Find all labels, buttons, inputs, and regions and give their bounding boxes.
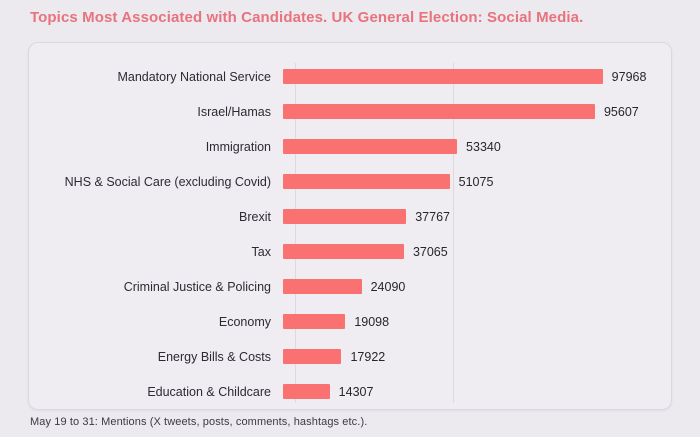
chart-row: Education & Childcare 14307 [43,384,655,399]
bar-track: 37065 [283,244,655,259]
bar-track: 14307 [283,384,655,399]
category-label: Education & Childcare [147,384,271,399]
category-label: Economy [218,314,271,329]
chart-row: Israel/Hamas 95607 [43,104,655,119]
category-label: Immigration [205,139,271,154]
value-label: 37767 [415,209,450,224]
bar-track: 95607 [283,104,655,119]
category-label: NHS & Social Care (excluding Covid) [64,174,271,189]
value-label: 95607 [603,104,639,119]
category-label: Tax [251,244,271,259]
bar-track: 37767 [283,209,655,224]
category-label: Israel/Hamas [197,104,271,119]
chart-row: Tax 37065 [43,244,655,259]
chart-row: Mandatory National Service 97968 [43,69,655,84]
value-label: 17922 [350,349,386,364]
bar [283,314,346,329]
chart-card: Mandatory National Service 97968 Israel/Ha… [28,42,672,410]
chart-row: Immigration 53340 [43,139,655,154]
bar [283,139,458,154]
value-label: 51075 [458,174,494,189]
category-label: Energy Bills & Costs [157,349,271,364]
chart-row: Criminal Justice & Policing 24090 [43,279,655,294]
value-label: 19098 [354,314,390,329]
chart-row: Brexit 37767 [43,209,655,224]
bar-track: 97968 [283,69,655,84]
chart-title: Topics Most Associated with Candidates. … [30,9,584,26]
value-label: 53340 [466,139,501,154]
category-label: Criminal Justice & Policing [123,279,271,294]
bar [283,174,450,189]
bar-track: 53340 [283,139,655,154]
value-label: 24090 [370,279,406,294]
bar [283,244,404,259]
bar-track: 24090 [283,279,655,294]
bar [283,69,603,84]
bar-track: 51075 [283,174,655,189]
chart-row: NHS & Social Care (excluding Covid) 51075 [43,174,655,189]
bar-chart: Mandatory National Service 97968 Israel/Ha… [43,63,655,403]
chart-row: Energy Bills & Costs 17922 [43,349,655,364]
chart-footnote: May 19 to 31: Mentions (X tweets, posts,… [30,416,368,428]
bar [283,279,362,294]
value-label: 14307 [338,384,374,399]
value-label: 37065 [412,244,448,259]
bar [283,209,407,224]
bar-track: 19098 [283,314,655,329]
bar [283,384,330,399]
value-label: 97968 [611,69,647,84]
bar [283,349,342,364]
category-label: Brexit [239,209,271,224]
bar [283,104,595,119]
category-label: Mandatory National Service [117,69,271,84]
chart-row: Economy 19098 [43,314,655,329]
bar-track: 17922 [283,349,655,364]
